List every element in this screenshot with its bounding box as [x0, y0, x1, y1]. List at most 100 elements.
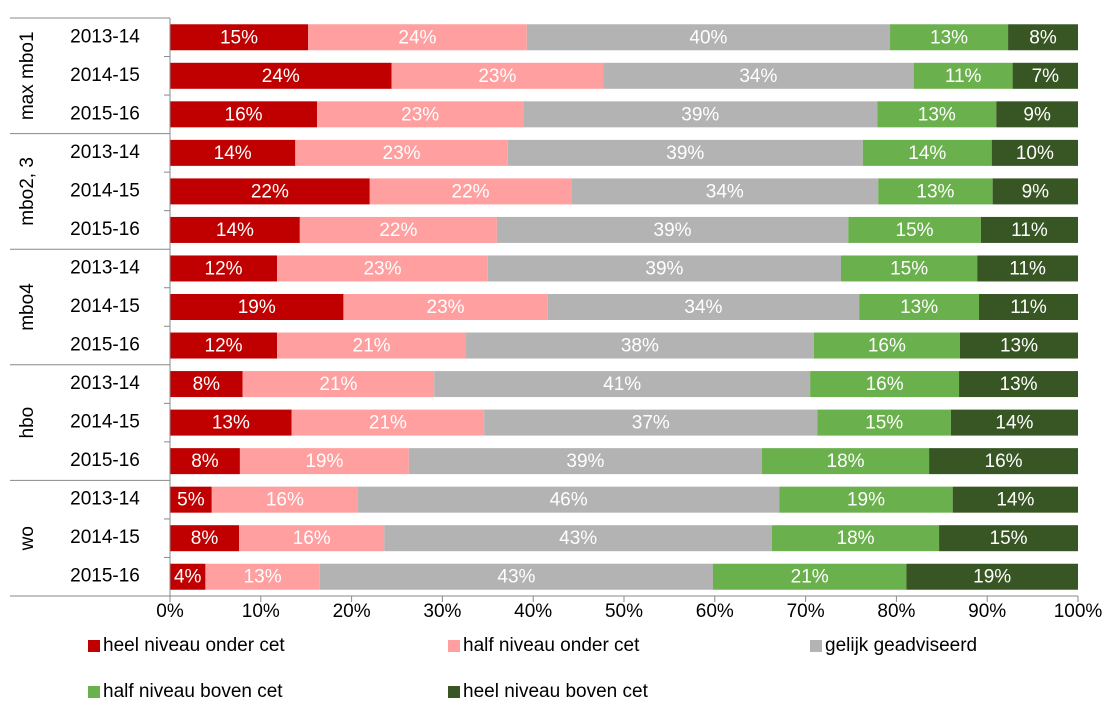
bar-segment: [487, 255, 842, 282]
bar-segment: [291, 409, 485, 436]
bar-segment: [877, 101, 997, 128]
x-tick-label: 80%: [877, 601, 915, 622]
x-tick-label: 20%: [333, 601, 371, 622]
bar-segment: [369, 178, 572, 205]
value-label: 14%: [908, 143, 946, 164]
legend-label: gelijk geadviseerd: [825, 635, 977, 656]
value-label: 11%: [945, 66, 982, 87]
category-label: 2015-16: [70, 335, 140, 356]
x-tick-label: 30%: [423, 601, 461, 622]
bar-segment: [1012, 62, 1078, 89]
value-label: 4%: [174, 567, 202, 588]
category-label: 2015-16: [70, 450, 140, 471]
x-tick-label: 90%: [968, 601, 1006, 622]
value-label: 39%: [681, 104, 719, 125]
bar-segment: [408, 448, 763, 475]
category-label: 2015-16: [70, 219, 140, 240]
value-label: 13%: [1000, 336, 1038, 357]
bar-segment: [939, 525, 1078, 552]
bar-segment: [239, 525, 385, 552]
group-label: mbo4: [17, 283, 38, 331]
value-label: 43%: [559, 528, 597, 549]
bar-segment: [848, 216, 981, 243]
value-label: 21%: [319, 374, 357, 395]
x-tick-label: 70%: [787, 601, 825, 622]
category-label: 2013-14: [70, 142, 140, 163]
bar-segment: [170, 409, 292, 436]
legend-swatch: [448, 640, 460, 652]
bar-segment: [170, 139, 296, 166]
bar-segment: [343, 294, 548, 320]
value-label: 22%: [452, 181, 490, 202]
bar-segment: [571, 178, 879, 205]
value-label: 39%: [654, 220, 692, 241]
bar-segment: [170, 216, 300, 243]
value-label: 22%: [379, 220, 417, 241]
legend-swatch: [448, 686, 460, 698]
value-label: 21%: [791, 567, 829, 588]
bar-segment: [239, 448, 409, 475]
category-label: 2014-15: [70, 65, 140, 86]
bar-segment: [523, 101, 878, 128]
bar-segment: [242, 371, 435, 398]
bar-segment: [170, 24, 309, 51]
group-label: wo: [17, 526, 38, 551]
bar-segment: [308, 24, 527, 51]
bar-segment: [992, 178, 1078, 205]
bar-segment: [277, 255, 488, 282]
value-label: 15%: [896, 220, 934, 241]
bar-segment: [841, 255, 978, 282]
bar-segment: [170, 486, 212, 513]
value-label: 16%: [293, 528, 331, 549]
value-label: 14%: [216, 220, 254, 241]
bar-segment: [526, 24, 891, 51]
value-label: 37%: [632, 413, 670, 434]
bar-segment: [170, 255, 278, 282]
bar-segment: [170, 294, 344, 320]
value-label: 12%: [205, 336, 243, 357]
bar-segment: [977, 255, 1078, 282]
bar-segment: [779, 486, 953, 513]
value-label: 24%: [262, 66, 300, 87]
x-tick-label: 0%: [156, 601, 184, 622]
bar-segment: [317, 101, 524, 128]
legend-swatch: [810, 640, 822, 652]
legend-label: heel niveau onder cet: [103, 635, 285, 656]
value-label: 19%: [238, 297, 276, 318]
x-tick-label: 10%: [242, 601, 280, 622]
value-label: 8%: [191, 451, 219, 472]
value-label: 41%: [603, 374, 641, 395]
value-label: 19%: [305, 451, 343, 472]
bar-segment: [299, 216, 497, 243]
value-label: 23%: [401, 104, 439, 125]
value-label: 39%: [645, 258, 683, 279]
bar-segment: [603, 62, 914, 89]
value-label: 23%: [383, 143, 421, 164]
value-label: 5%: [177, 490, 205, 511]
x-tick-label: 50%: [605, 601, 643, 622]
value-label: 21%: [369, 413, 407, 434]
bar-segment: [211, 486, 358, 513]
x-tick-label: 40%: [514, 601, 552, 622]
value-label: 38%: [621, 336, 659, 357]
bar-segment: [890, 24, 1009, 51]
bar-segment: [929, 448, 1078, 475]
value-label: 13%: [1000, 374, 1038, 395]
value-label: 34%: [739, 66, 777, 87]
value-label: 15%: [865, 413, 903, 434]
bar-segment: [357, 486, 780, 513]
bar-segment: [712, 563, 907, 590]
bar-segment: [772, 525, 940, 552]
bar-segment: [959, 332, 1078, 359]
bar-segment: [878, 178, 993, 205]
value-label: 13%: [916, 181, 954, 202]
bar-segment: [810, 371, 960, 398]
bar-segment: [996, 101, 1078, 128]
value-label: 39%: [666, 143, 704, 164]
bar-segment: [991, 139, 1078, 166]
group-label: hbo: [17, 407, 38, 439]
category-label: 2014-15: [70, 180, 140, 201]
bar-segment: [496, 216, 849, 243]
value-label: 16%: [225, 104, 263, 125]
